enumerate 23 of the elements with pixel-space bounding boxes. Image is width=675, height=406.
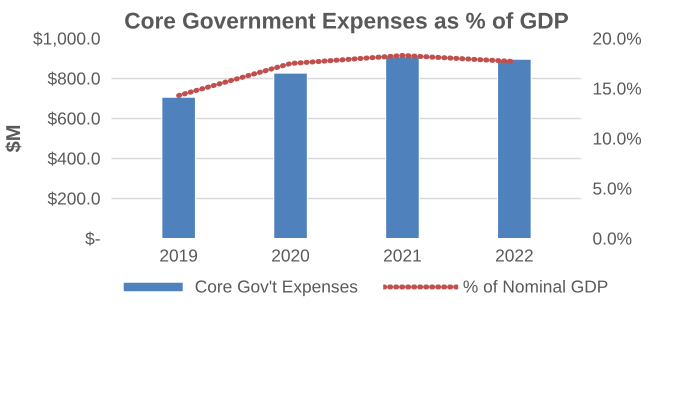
chart-title: Core Government Expenses as % of GDP	[124, 8, 569, 34]
bar	[161, 96, 196, 238]
bar	[497, 58, 532, 238]
y-tick-label: $1,000.0	[33, 28, 100, 48]
y-tick-label: $400.0	[48, 148, 100, 168]
y-tick-label: $-	[85, 228, 101, 248]
y-tick-label: $800.0	[48, 68, 100, 88]
bar	[385, 56, 420, 238]
y-axis-title: $M	[3, 124, 26, 152]
y2-tick-label: 15.0%	[592, 78, 642, 98]
x-tick-label: 2020	[271, 246, 310, 266]
bar	[273, 72, 308, 238]
x-tick-label: 2022	[495, 246, 534, 266]
legend-label: % of Nominal GDP	[462, 276, 608, 297]
y2-tick-label: 20.0%	[592, 28, 642, 48]
legend-label: Core Gov't Expenses	[194, 276, 358, 297]
y2-tick-label: 10.0%	[592, 128, 642, 148]
y2-tick-label: 0.0%	[592, 228, 632, 248]
x-tick-label: 2019	[159, 246, 198, 266]
y2-tick-label: 5.0%	[592, 178, 632, 198]
y-tick-label: $600.0	[48, 108, 100, 128]
y-tick-label: $200.0	[48, 188, 100, 208]
x-tick-label: 2021	[383, 246, 422, 266]
